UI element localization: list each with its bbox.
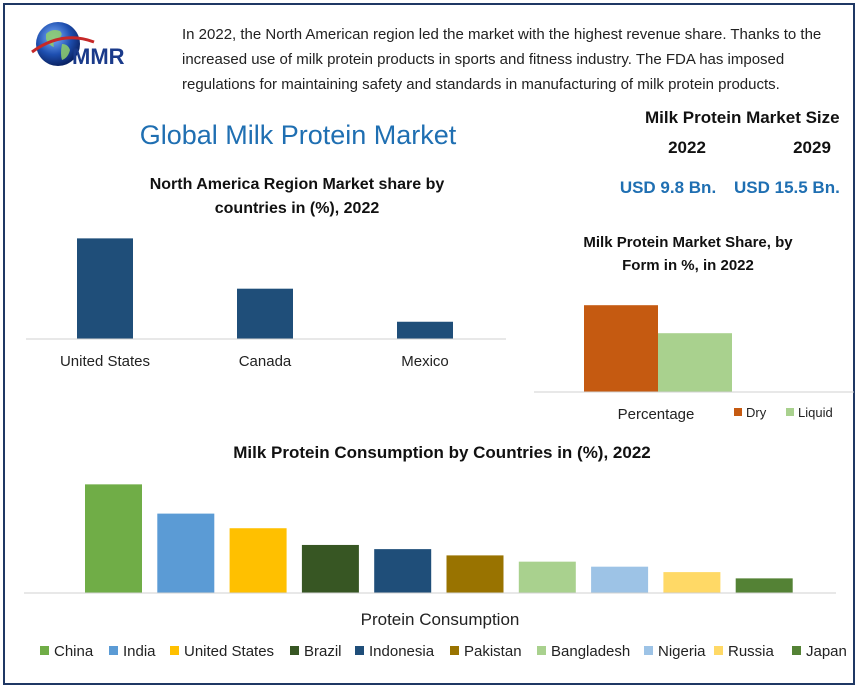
bar-united-states [77, 238, 133, 339]
bar-japan [735, 578, 793, 593]
mmr-logo: MMR [31, 22, 125, 69]
bar-russia [663, 572, 721, 593]
bar-china [85, 484, 142, 593]
bar-united-states [229, 528, 287, 593]
globe-icon [31, 22, 95, 66]
bar-liquid [658, 333, 732, 392]
market-value-2029: USD 15.5 Bn. [734, 178, 840, 197]
legend-label-china: China [54, 643, 94, 660]
bar-brazil [301, 544, 359, 593]
bar-canada [237, 288, 293, 339]
chart-title-line-1: Milk Protein Market Share, by [583, 234, 793, 251]
legend-swatch-liquid [786, 408, 794, 416]
x-tick-label-united-states: United States [60, 353, 150, 370]
legend-swatch-united-states [170, 646, 179, 655]
bar-pakistan [446, 555, 504, 593]
consumption-by-country-chart: Milk Protein Consumption by Countries in… [24, 443, 847, 660]
bar-nigeria [591, 566, 649, 593]
legend-label-japan: Japan [806, 643, 847, 660]
legend-swatch-nigeria [644, 646, 653, 655]
bar-india [157, 513, 215, 593]
bar-indonesia [374, 549, 432, 593]
legend-label-india: India [123, 643, 156, 660]
legend-label-brazil: Brazil [304, 643, 342, 660]
main-title: Global Milk Protein Market [139, 120, 457, 150]
legend-label-indonesia: Indonesia [369, 643, 435, 660]
chart-title: Milk Protein Consumption by Countries in… [233, 443, 651, 462]
x-axis-label: Protein Consumption [361, 610, 520, 629]
intro-text: In 2022, the North American region led t… [182, 26, 822, 93]
legend-label-dry: Dry [746, 405, 767, 420]
legend-label-nigeria: Nigeria [658, 643, 706, 660]
legend-swatch-indonesia [355, 646, 364, 655]
bar-mexico [397, 321, 453, 339]
chart-title-line-2: Form in %, in 2022 [622, 257, 754, 274]
legend-swatch-china [40, 646, 49, 655]
bar-dry [584, 305, 658, 392]
legend-label-united-states: United States [184, 643, 274, 660]
legend-swatch-russia [714, 646, 723, 655]
x-tick-label: Percentage [618, 406, 695, 423]
year-2029: 2029 [793, 138, 831, 157]
x-tick-label-mexico: Mexico [401, 353, 449, 370]
year-2022: 2022 [668, 138, 706, 157]
market-size-title: Milk Protein Market Size [645, 108, 840, 127]
chart-title-line-2: countries in (%), 2022 [215, 200, 380, 217]
north-america-share-chart: North America Region Market share by cou… [26, 176, 506, 370]
legend-label-liquid: Liquid [798, 405, 833, 420]
logo-text: MMR [72, 44, 125, 69]
bar-bangladesh [518, 561, 576, 593]
legend-swatch-brazil [290, 646, 299, 655]
chart-title-line-1: North America Region Market share by [150, 176, 445, 193]
legend-label-bangladesh: Bangladesh [551, 643, 630, 660]
x-tick-label-canada: Canada [239, 353, 292, 370]
form-share-chart: Milk Protein Market Share, by Form in %,… [534, 234, 854, 423]
legend-label-pakistan: Pakistan [464, 643, 522, 660]
legend-swatch-dry [734, 408, 742, 416]
legend-swatch-pakistan [450, 646, 459, 655]
legend-swatch-india [109, 646, 118, 655]
legend-swatch-bangladesh [537, 646, 546, 655]
legend-swatch-japan [792, 646, 801, 655]
market-value-2022: USD 9.8 Bn. [619, 178, 717, 197]
legend-label-russia: Russia [728, 643, 775, 660]
